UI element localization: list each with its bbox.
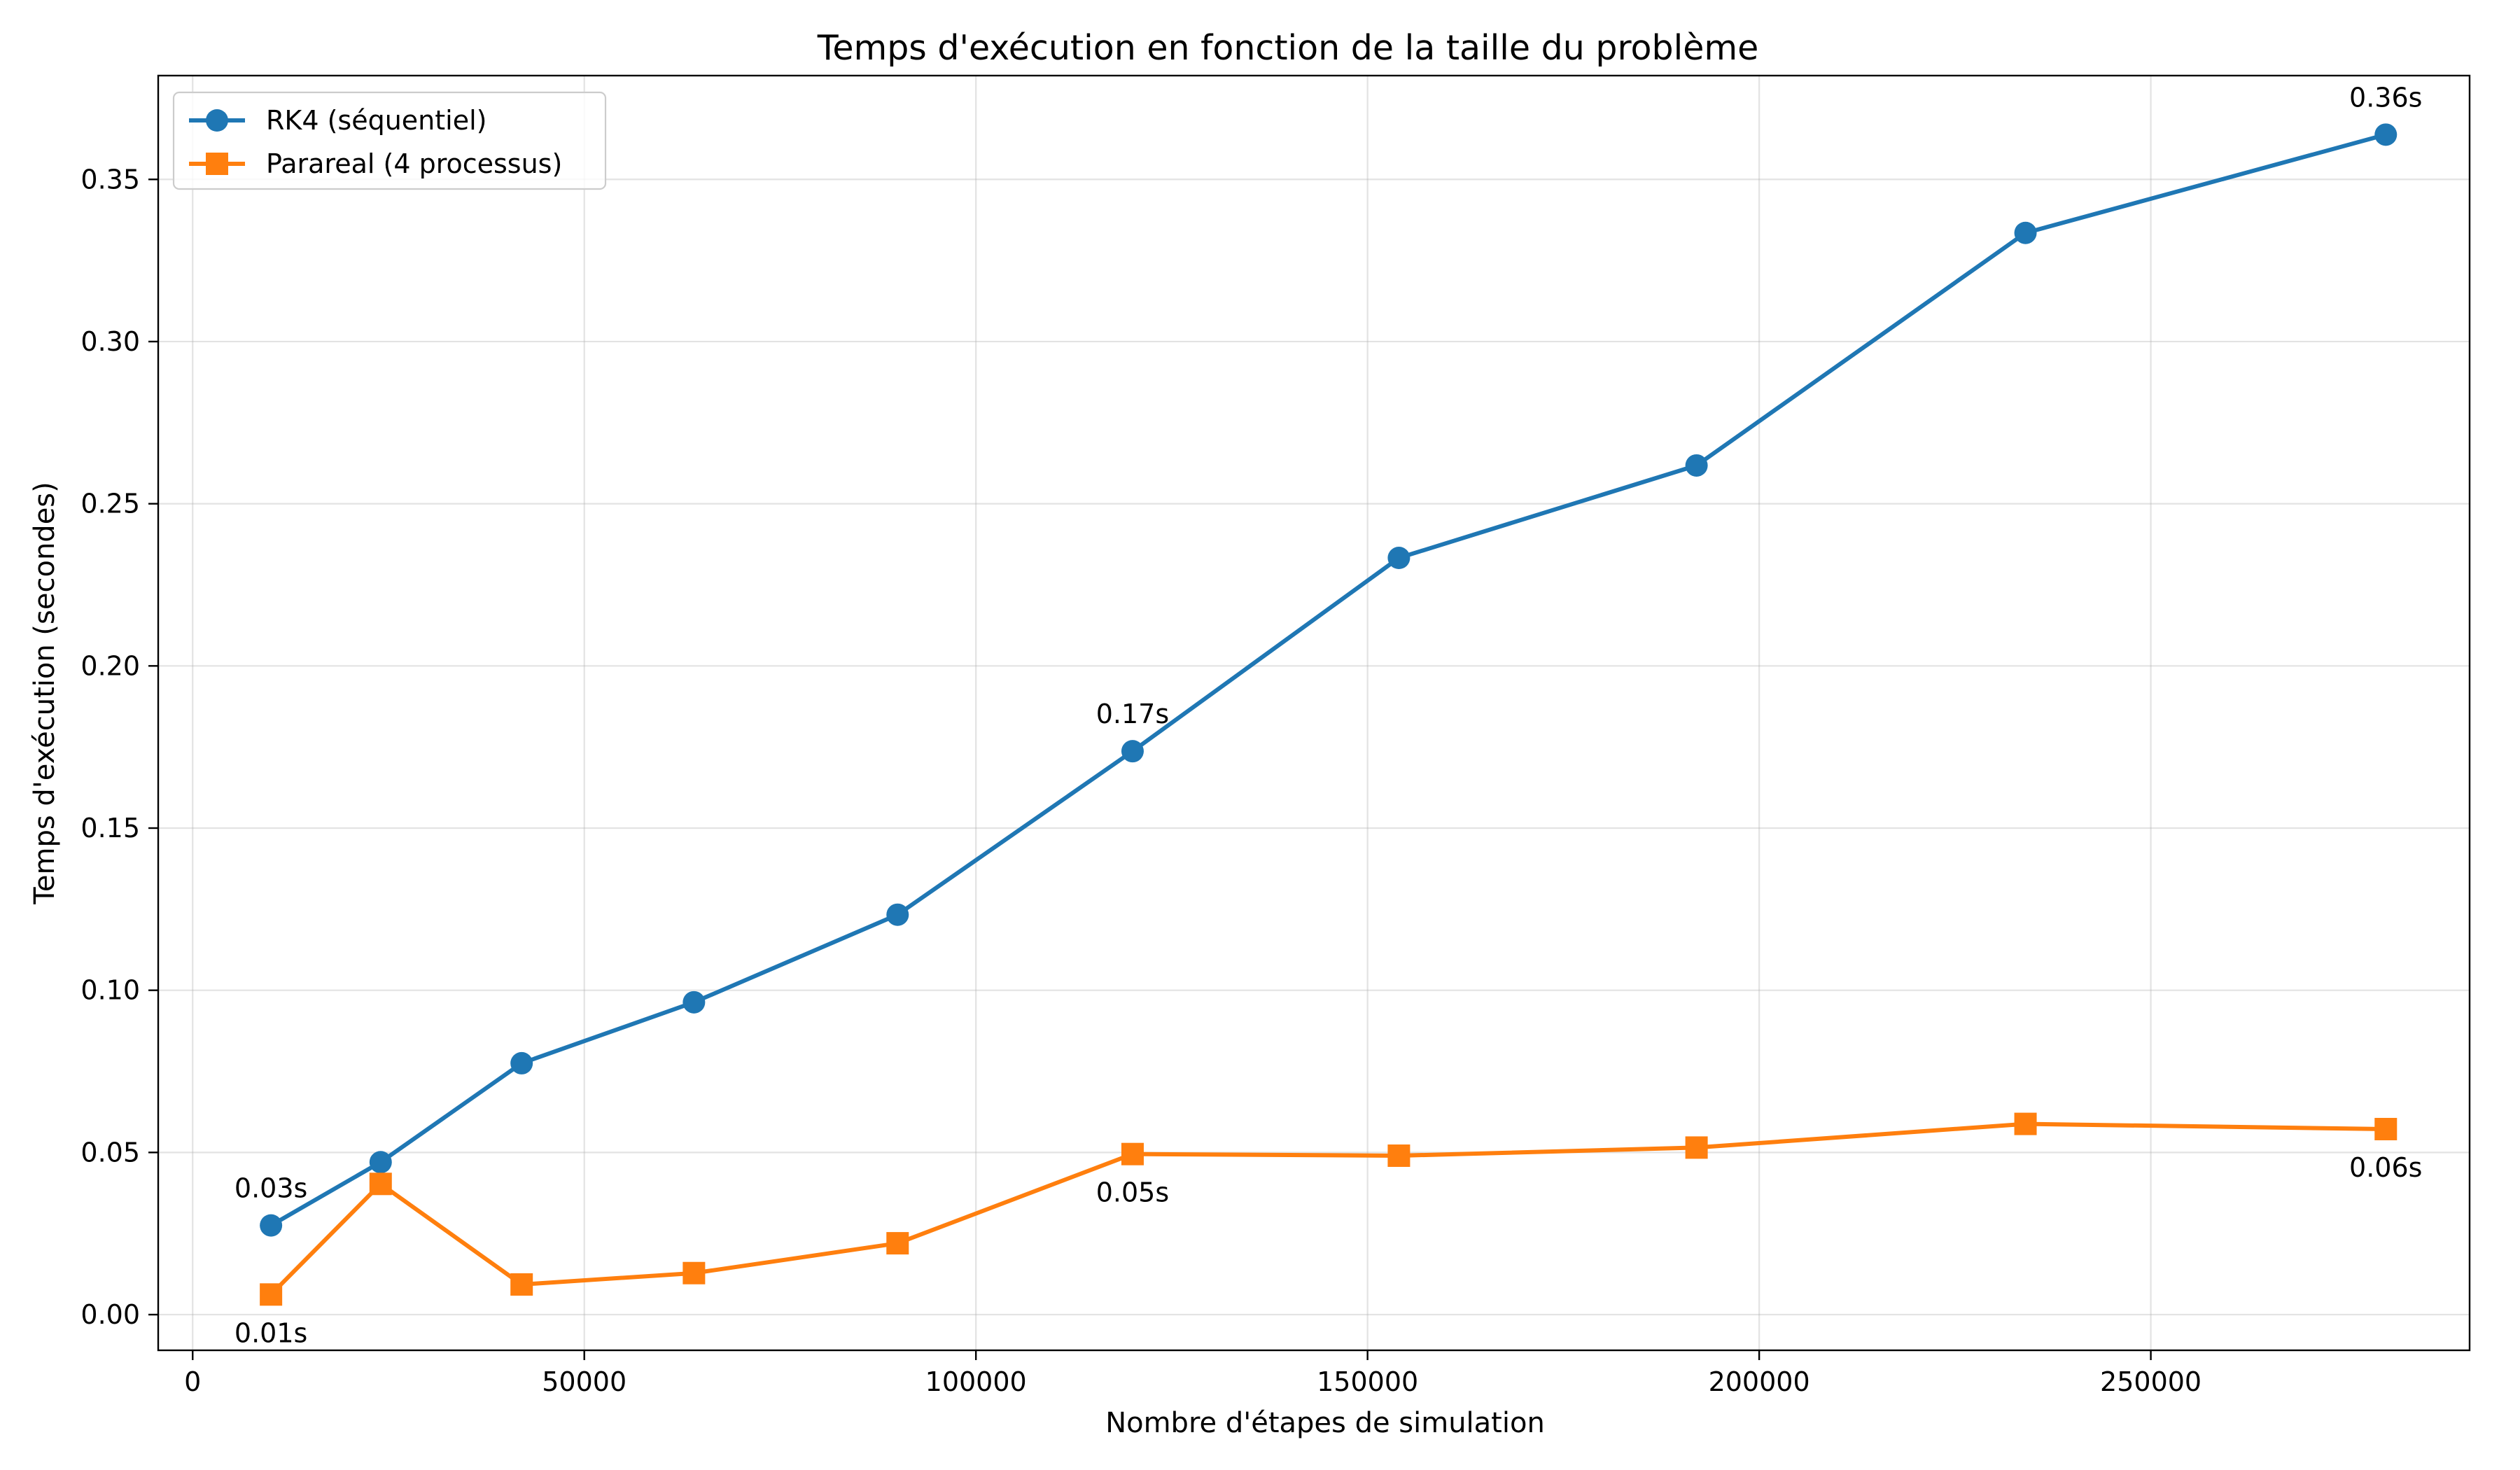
data-point — [369, 1151, 392, 1174]
data-label: 0.03s — [234, 1173, 307, 1204]
data-point — [260, 1214, 283, 1237]
legend-label: Parareal (4 processus) — [266, 148, 562, 179]
x-tick-label: 250000 — [2100, 1366, 2202, 1397]
data-point — [682, 990, 706, 1014]
annotations: 0.03s 0.17s 0.36s 0.01s 0.05s 0.06s — [234, 82, 2423, 1348]
y-tick-label: 0.00 — [80, 1299, 140, 1330]
data-label: 0.06s — [2349, 1152, 2422, 1183]
data-point — [1685, 1136, 1708, 1159]
legend-entry: Parareal (4 processus) — [189, 148, 562, 179]
data-point — [510, 1051, 533, 1074]
series-layer — [260, 123, 2398, 1306]
plot-frame — [157, 74, 2471, 1352]
data-label: 0.01s — [234, 1317, 307, 1348]
data-point — [886, 903, 909, 926]
x-tick-label: 50000 — [542, 1366, 626, 1397]
series-1 — [260, 1112, 2398, 1306]
data-point — [510, 1273, 533, 1296]
data-label: 0.17s — [1096, 699, 1169, 729]
axes: 0 50000 100000 150000 200000 250000 0.00 0.05 0.… — [80, 74, 2471, 1397]
series-0 — [260, 123, 2398, 1237]
data-label: 0.36s — [2349, 82, 2422, 113]
data-point — [369, 1172, 392, 1196]
y-tick-label: 0.10 — [80, 975, 140, 1006]
data-point — [260, 1283, 283, 1306]
data-point — [1121, 740, 1144, 763]
chart-title: Temps d'exécution en fonction de la tail… — [817, 28, 1759, 68]
y-tick-label: 0.25 — [80, 489, 140, 519]
y-tick-label: 0.30 — [80, 326, 140, 357]
data-point — [2014, 1112, 2037, 1135]
y-axis-label: Temps d'exécution (secondes) — [29, 482, 61, 905]
y-tick-label: 0.35 — [80, 164, 140, 195]
y-tick-label: 0.20 — [80, 650, 140, 681]
x-axis-label: Nombre d'étapes de simulation — [1105, 1407, 1545, 1439]
legend-box — [172, 91, 607, 190]
data-point — [1685, 454, 1708, 477]
data-point — [2014, 221, 2037, 244]
legend-marker — [206, 153, 228, 175]
x-tick-label: 200000 — [1709, 1366, 1810, 1397]
series-line — [269, 1121, 2386, 1296]
y-tick-label: 0.15 — [80, 813, 140, 844]
legend: RK4 (séquentiel) Parareal (4 processus) — [172, 91, 607, 190]
data-point — [1387, 1144, 1410, 1167]
data-point — [886, 1232, 909, 1255]
data-point — [1387, 547, 1410, 570]
data-point — [2374, 1117, 2398, 1140]
x-tick-label: 150000 — [1317, 1366, 1418, 1397]
data-point — [2374, 123, 2398, 146]
series-line — [270, 132, 2387, 1228]
data-label: 0.05s — [1096, 1177, 1169, 1208]
y-tick-label: 0.05 — [80, 1137, 140, 1168]
x-tick-label: 100000 — [925, 1366, 1027, 1397]
legend-entry: RK4 (séquentiel) — [189, 105, 486, 136]
data-point — [1121, 1142, 1144, 1166]
data-point — [682, 1261, 706, 1284]
legend-label: RK4 (séquentiel) — [266, 105, 486, 136]
legend-marker — [206, 109, 228, 132]
x-tick-label: 0 — [184, 1366, 201, 1397]
grid-lines — [158, 76, 2470, 1350]
